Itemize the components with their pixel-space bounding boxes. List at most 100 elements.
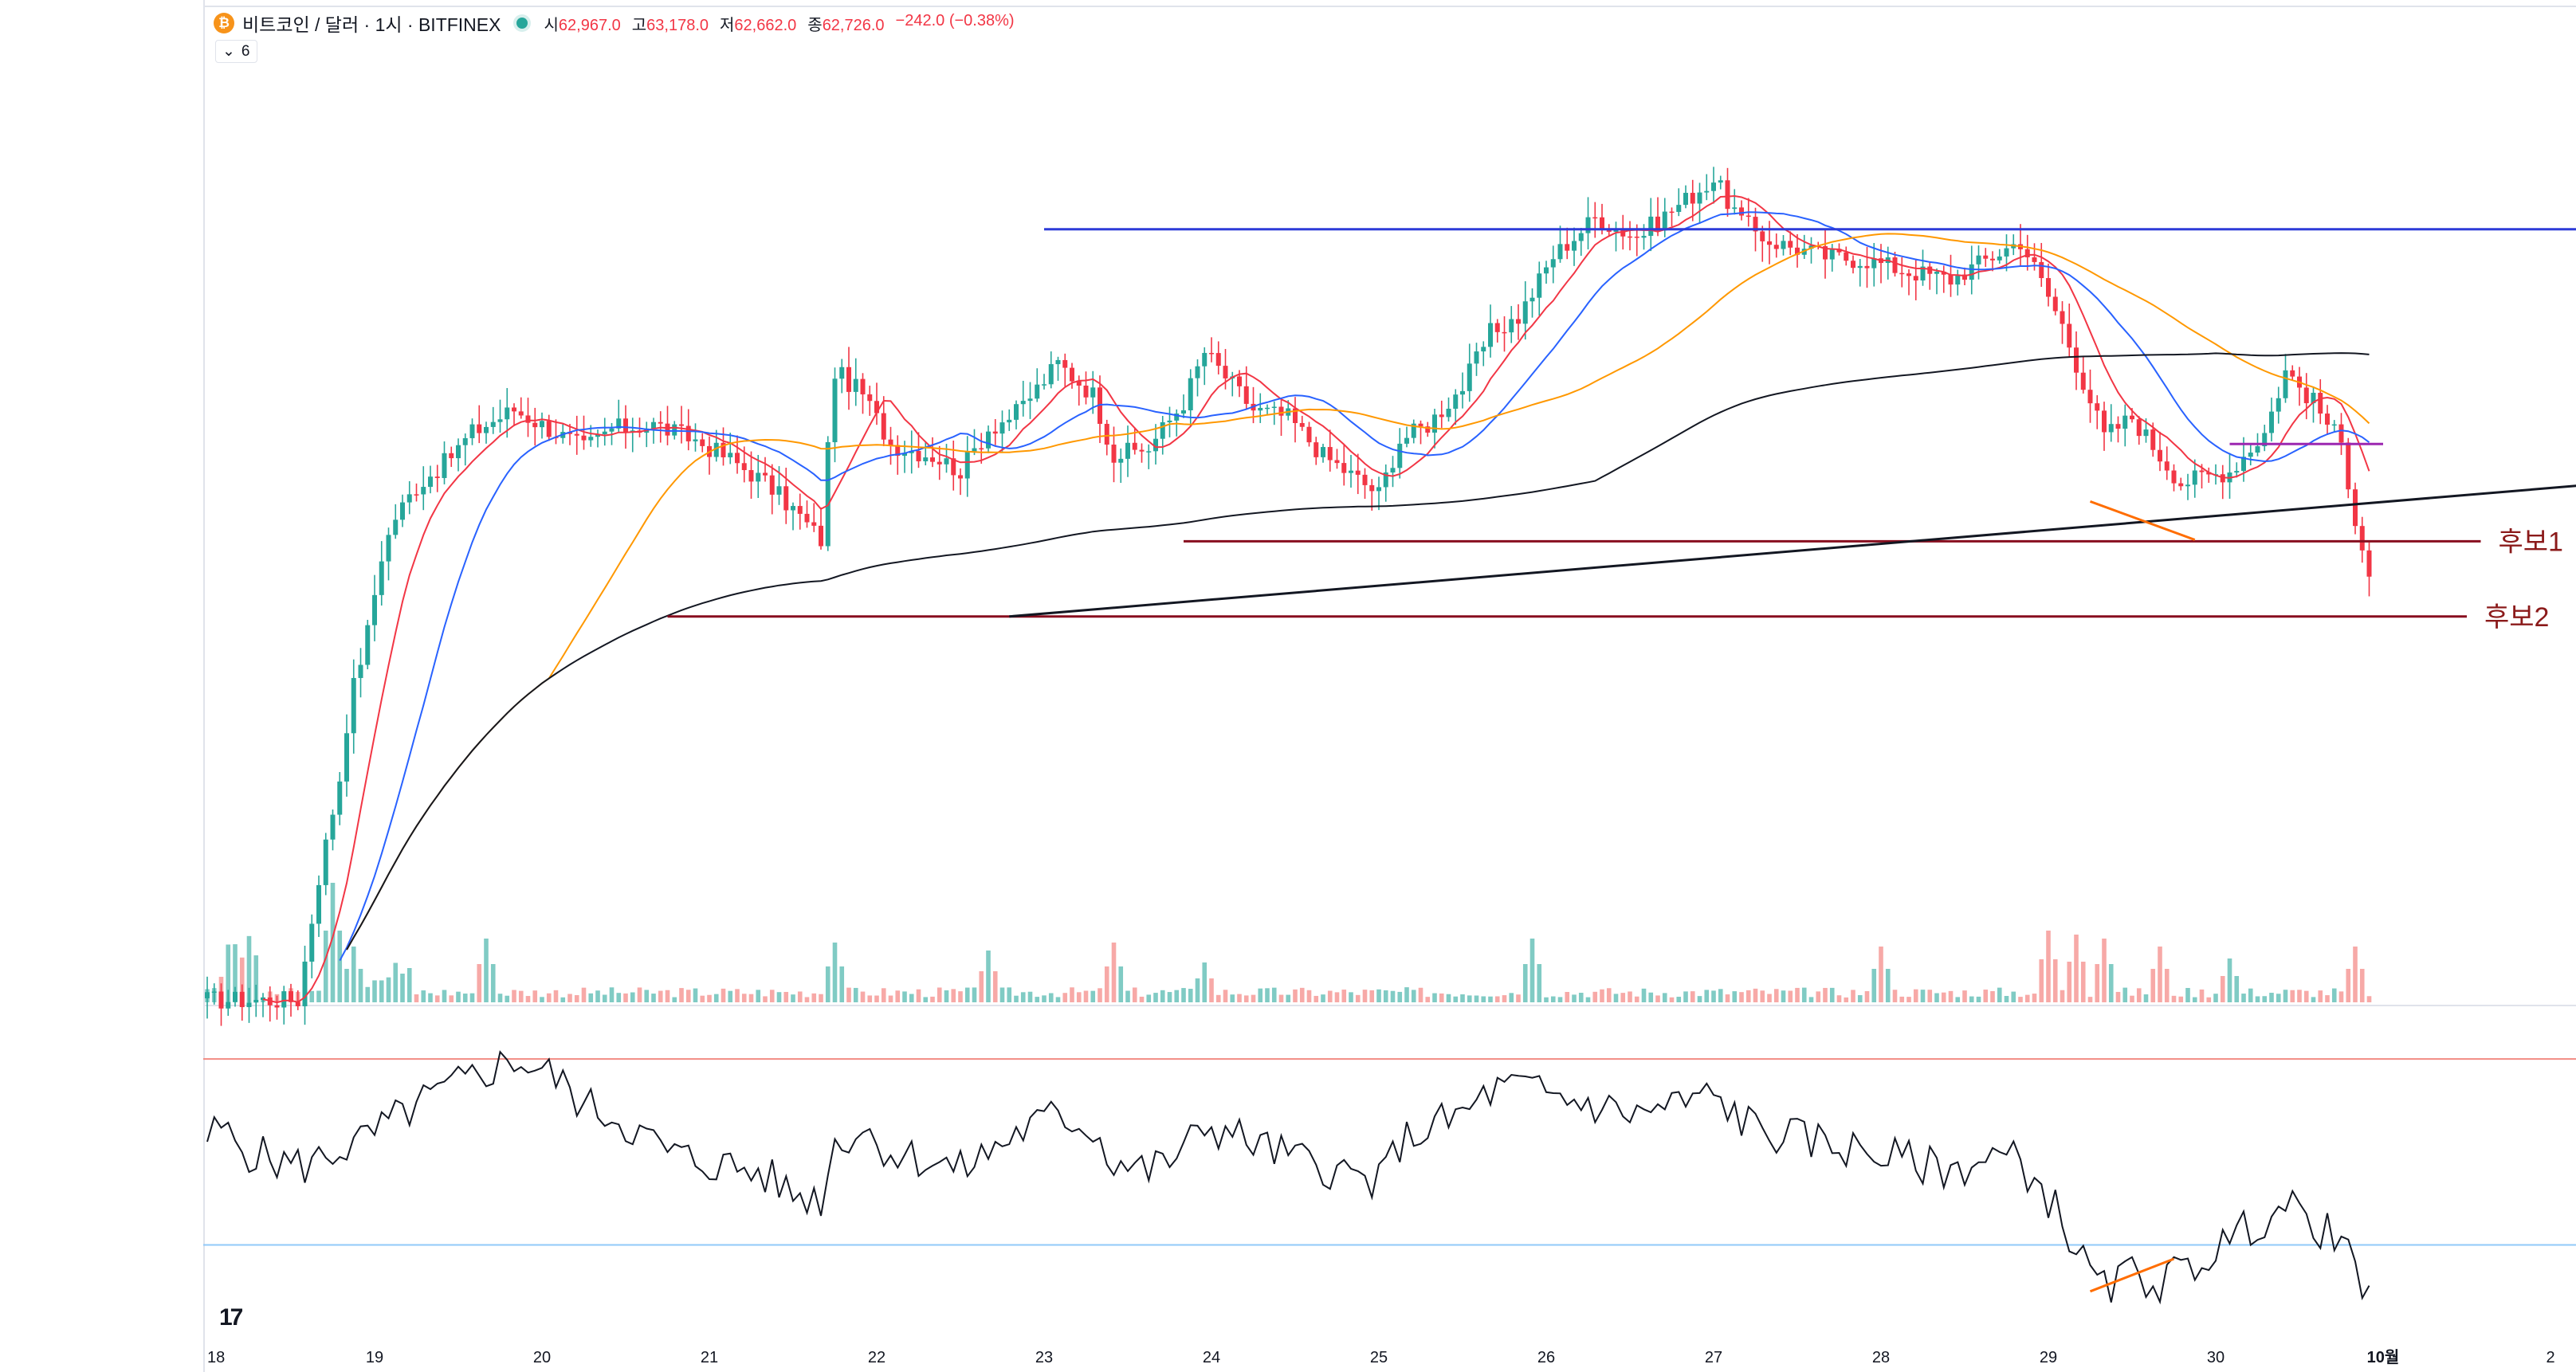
volume-bar xyxy=(602,994,607,1002)
volume-bar xyxy=(644,990,650,1002)
volume-bar xyxy=(609,987,615,1002)
candle-body xyxy=(2039,261,2044,279)
candle-body xyxy=(2353,489,2358,527)
volume-bar xyxy=(1808,997,1814,1002)
volume-bar xyxy=(1383,990,1388,1002)
candle-body xyxy=(1983,255,1989,259)
candle-body xyxy=(1258,407,1263,411)
candle-body xyxy=(358,664,363,678)
volume-bar xyxy=(1669,997,1675,1002)
moving-average-line xyxy=(262,194,2370,1004)
price-divergence-line xyxy=(2089,500,2196,541)
volume-bar xyxy=(763,996,768,1002)
candle-body xyxy=(867,394,873,402)
candle-body xyxy=(344,733,349,782)
volume-bar xyxy=(1718,989,1723,1002)
volume-bar xyxy=(2164,969,2170,1002)
candle-body xyxy=(769,475,775,495)
symbol-title[interactable]: 비트코인 / 달러 · 1시 · BITFINEX xyxy=(242,14,501,35)
candle-body xyxy=(1976,255,1981,265)
volume-bar xyxy=(434,995,440,1002)
candle-body xyxy=(1397,443,1403,468)
volume-bar xyxy=(2206,997,2212,1002)
candle-body xyxy=(1899,272,1905,275)
volume-bar xyxy=(246,935,252,1002)
rsi-divergence-line xyxy=(2089,1257,2175,1293)
volume-bar xyxy=(1745,990,1751,1002)
volume-bar xyxy=(428,993,433,1002)
candle-body xyxy=(1209,352,1214,355)
chevron-down-icon: ⌄ xyxy=(222,43,235,60)
x-axis-tick-label: 19 xyxy=(366,1349,383,1366)
candle-body xyxy=(693,439,698,441)
volume-bar xyxy=(1620,993,1626,1002)
candle-body xyxy=(819,525,823,547)
candle-body xyxy=(2192,470,2197,485)
volume-bar xyxy=(1606,988,1612,1002)
candle-body xyxy=(1404,437,1409,444)
candle-body xyxy=(490,421,496,427)
x-axis-tick-label: 23 xyxy=(1035,1349,1053,1366)
volume-bar xyxy=(1641,988,1647,1002)
candle-body xyxy=(616,418,622,429)
candle-body xyxy=(735,453,740,464)
left-gutter xyxy=(0,0,203,1372)
candle-body xyxy=(351,677,356,734)
volume-bar xyxy=(1334,992,1340,1002)
volume-bar xyxy=(1432,993,1437,1002)
volume-bar xyxy=(2234,976,2240,1002)
volume-bar xyxy=(1042,995,1046,1002)
x-axis-tick-label: 25 xyxy=(1370,1349,1388,1366)
candle-body xyxy=(964,451,970,479)
volume-bar xyxy=(2178,996,2184,1002)
candle-body xyxy=(246,1002,252,1008)
candles xyxy=(205,167,2372,1026)
candle-body xyxy=(595,434,600,437)
candle-body xyxy=(2115,424,2121,429)
volume-bar xyxy=(979,971,984,1002)
volume-bar xyxy=(2269,993,2274,1002)
volume-bar xyxy=(1983,990,1989,1002)
candle-body xyxy=(1188,378,1193,411)
candle-body xyxy=(2276,398,2281,412)
candle-body xyxy=(1334,460,1340,464)
candle-body xyxy=(2178,483,2184,487)
candle-body xyxy=(958,475,963,479)
candle-body xyxy=(1432,414,1437,433)
volume-bar xyxy=(1035,997,1040,1002)
candle-body xyxy=(1362,474,1368,485)
volume-bar xyxy=(713,994,719,1002)
volume-bar xyxy=(1857,995,1863,1002)
candle-body xyxy=(1306,426,1312,443)
candle-body xyxy=(261,997,265,1000)
candle-body xyxy=(2283,370,2288,398)
candle-body xyxy=(379,561,384,595)
indicator-toggle-button[interactable]: ⌄ 6 xyxy=(215,40,257,63)
candle-body xyxy=(979,448,984,450)
candle-body xyxy=(1243,386,1249,404)
candle-body xyxy=(923,457,929,461)
candle-body xyxy=(316,884,321,924)
candle-body xyxy=(748,470,754,482)
volume-bar xyxy=(553,990,559,1002)
candle-body xyxy=(2032,257,2037,262)
moving-average-line xyxy=(346,352,2370,951)
candle-body xyxy=(2185,484,2190,487)
level-label: 후보2 xyxy=(2484,602,2549,633)
volume-bar xyxy=(2318,990,2323,1002)
candle-body xyxy=(1550,259,1556,268)
volume-bar xyxy=(330,883,336,1002)
volume-bar xyxy=(1578,993,1584,1002)
candle-body xyxy=(1453,394,1459,410)
volume-bar xyxy=(1258,988,1263,1002)
volume-bar xyxy=(372,980,377,1002)
tradingview-logo-icon[interactable]: 17 xyxy=(219,1304,243,1331)
volume-bar xyxy=(672,997,677,1002)
candle-body xyxy=(602,431,607,435)
candle-body xyxy=(1892,257,1898,273)
candle-body xyxy=(1557,244,1563,260)
volume-bar xyxy=(2011,991,2016,1002)
candle-body xyxy=(253,999,259,1003)
volume-bar xyxy=(253,955,259,1002)
